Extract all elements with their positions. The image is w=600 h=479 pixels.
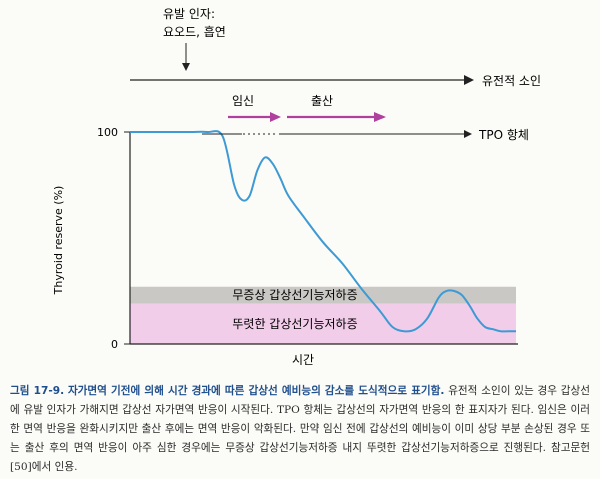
figure-caption-body: 유전적 소인이 있는 경우 갑상선에 유발 인자가 가해지면 갑상선 자가면역 … — [10, 385, 591, 473]
trigger-label-line2: 요오드, 흡연 — [163, 25, 226, 39]
figure-title: 자가면역 기전에 의해 시간 경과에 따른 갑상선 예비능의 감소를 도식적으로… — [67, 385, 445, 397]
pregnancy-arrowhead — [270, 112, 281, 122]
figure-caption: 그림 17-9. 자가면역 기전에 의해 시간 경과에 따른 갑상선 예비능의 … — [10, 382, 590, 477]
band-subclinical-hypothyroidism — [130, 286, 516, 304]
pregnancy-label: 임신 — [232, 94, 254, 108]
thyroid-reserve-chart: 무증상 갑상선기능저하증 뚜렷한 갑상선기능저하증 100 0 Thyroid … — [52, 7, 541, 367]
thyroid-reserve-curve — [130, 130, 516, 333]
y-tick-label-100: 100 — [97, 126, 118, 139]
band-overt-label: 뚜렷한 갑상선기능저하증 — [232, 317, 357, 331]
trigger-label-line1: 유발 인자: — [163, 7, 215, 21]
band-overt-hypothyroidism — [130, 303, 516, 344]
delivery-label: 출산 — [311, 94, 333, 108]
trigger-arrowhead — [182, 63, 190, 71]
y-tick-label-0: 0 — [111, 338, 118, 351]
figure-number: 그림 17-9. — [10, 385, 65, 397]
band-subclinical-label: 무증상 갑상선기능저하증 — [232, 288, 357, 302]
x-axis-label: 시간 — [292, 353, 314, 367]
genetic-arrowhead — [464, 75, 474, 85]
y-axis-label: Thyroid reserve (%) — [52, 186, 65, 296]
delivery-arrowhead — [374, 112, 386, 122]
genetic-label: 유전적 소인 — [482, 74, 541, 88]
tpo-label: TPO 항체 — [478, 128, 529, 142]
tpo-arrowhead — [464, 130, 472, 138]
